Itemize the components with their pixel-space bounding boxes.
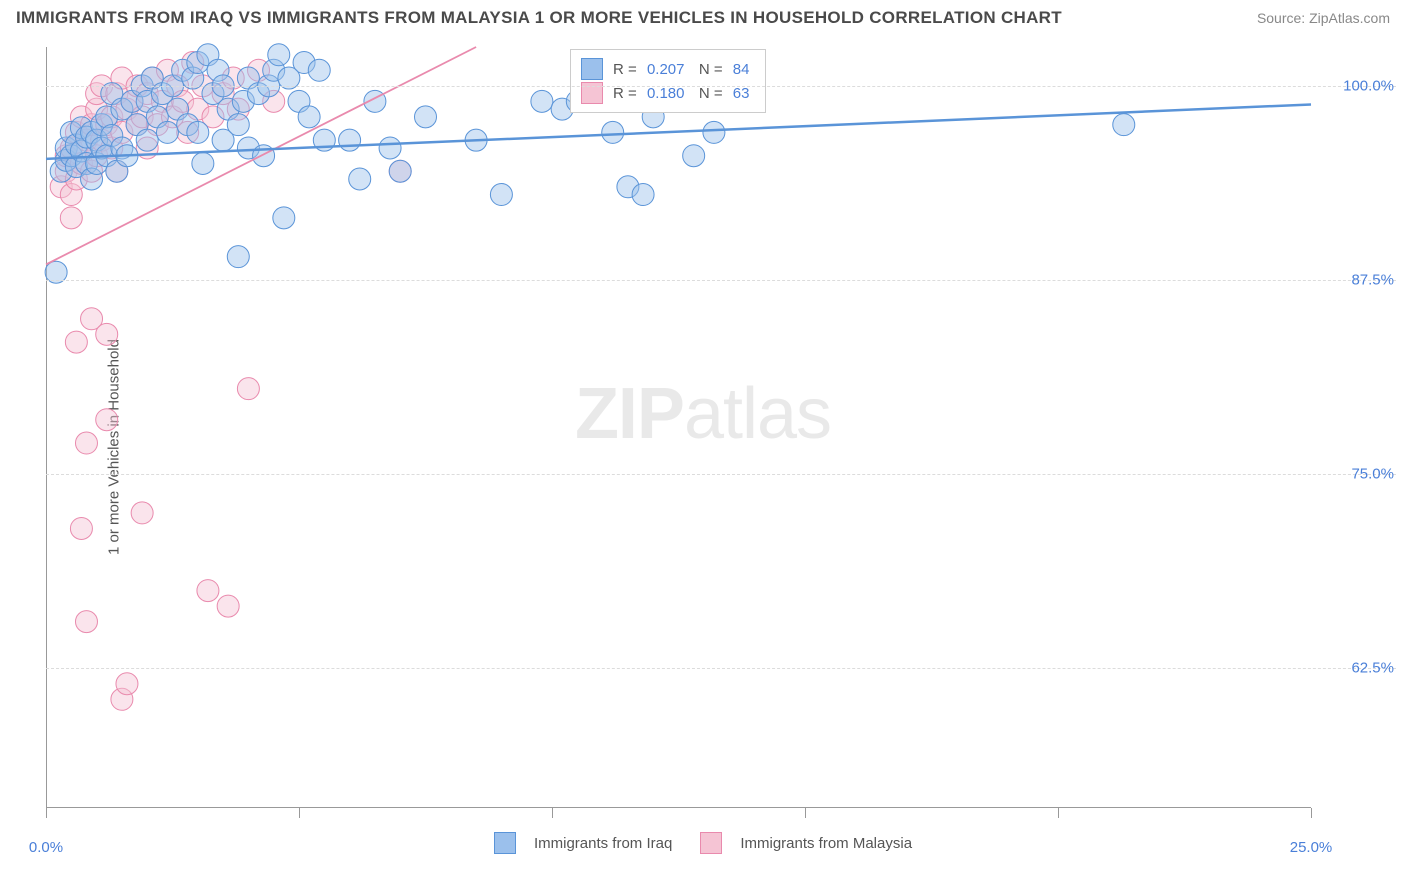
- y-tick-label: 87.5%: [1351, 271, 1394, 288]
- legend-item-malaysia: Immigrants from Malaysia: [700, 832, 912, 854]
- data-point: [75, 432, 97, 454]
- swatch-bottom-iraq: [494, 832, 516, 854]
- data-point: [227, 114, 249, 136]
- data-point: [131, 502, 153, 524]
- y-tick-label: 100.0%: [1343, 77, 1394, 94]
- grid-line: [46, 474, 1396, 475]
- data-point: [268, 44, 290, 66]
- data-point: [602, 121, 624, 143]
- legend-n-label-2: N =: [690, 85, 726, 102]
- data-point: [187, 121, 209, 143]
- legend-item-iraq: Immigrants from Iraq: [494, 832, 672, 854]
- chart-title: IMMIGRANTS FROM IRAQ VS IMMIGRANTS FROM …: [16, 8, 1062, 28]
- data-point: [197, 580, 219, 602]
- data-point: [415, 106, 437, 128]
- x-tick: [299, 808, 300, 818]
- legend-n-malaysia: 63: [733, 85, 750, 102]
- legend-r-label: R =: [613, 61, 641, 78]
- chart-container: 1 or more Vehicles in Household ZIPatlas…: [0, 32, 1406, 862]
- data-point: [273, 207, 295, 229]
- data-point: [379, 137, 401, 159]
- grid-line: [46, 668, 1396, 669]
- data-point: [389, 160, 411, 182]
- x-tick-label: 25.0%: [1290, 839, 1333, 856]
- swatch-bottom-malaysia: [700, 832, 722, 854]
- legend-row-iraq: R = 0.207 N = 84: [581, 58, 755, 80]
- data-point: [65, 331, 87, 353]
- data-point: [298, 106, 320, 128]
- legend-n-label: N =: [690, 61, 726, 78]
- data-point: [632, 184, 654, 206]
- data-point: [156, 121, 178, 143]
- data-point: [75, 611, 97, 633]
- y-tick-label: 62.5%: [1351, 660, 1394, 677]
- x-tick: [46, 808, 47, 818]
- data-point: [217, 595, 239, 617]
- legend-r-malaysia: 0.180: [647, 85, 685, 102]
- legend-r-label-2: R =: [613, 85, 641, 102]
- y-tick-label: 75.0%: [1351, 466, 1394, 483]
- legend-n-iraq: 84: [733, 61, 750, 78]
- x-tick: [1058, 808, 1059, 818]
- data-point: [70, 517, 92, 539]
- x-tick: [552, 808, 553, 818]
- x-tick: [1311, 808, 1312, 818]
- data-point: [349, 168, 371, 190]
- data-point: [308, 59, 330, 81]
- swatch-iraq: [581, 58, 603, 80]
- data-point: [60, 207, 82, 229]
- x-tick: [805, 808, 806, 818]
- data-point: [1113, 114, 1135, 136]
- data-point: [339, 129, 361, 151]
- scatter-plot-svg: [46, 47, 1311, 808]
- data-point: [192, 152, 214, 174]
- chart-source: Source: ZipAtlas.com: [1257, 10, 1390, 26]
- x-tick-label: 0.0%: [29, 839, 63, 856]
- legend-r-iraq: 0.207: [647, 61, 685, 78]
- data-point: [96, 409, 118, 431]
- data-point: [237, 378, 259, 400]
- legend-label-malaysia: Immigrants from Malaysia: [740, 835, 912, 852]
- grid-line: [46, 86, 1396, 87]
- data-point: [96, 323, 118, 345]
- data-point: [703, 121, 725, 143]
- grid-line: [46, 280, 1396, 281]
- chart-header: IMMIGRANTS FROM IRAQ VS IMMIGRANTS FROM …: [0, 0, 1406, 32]
- data-point: [227, 246, 249, 268]
- data-point: [490, 184, 512, 206]
- data-point: [531, 90, 553, 112]
- data-point: [683, 145, 705, 167]
- data-point: [116, 673, 138, 695]
- series-legend: Immigrants from Iraq Immigrants from Mal…: [0, 832, 1406, 854]
- legend-label-iraq: Immigrants from Iraq: [534, 835, 672, 852]
- correlation-legend: R = 0.207 N = 84 R = 0.180 N = 63: [570, 49, 766, 113]
- data-point: [136, 129, 158, 151]
